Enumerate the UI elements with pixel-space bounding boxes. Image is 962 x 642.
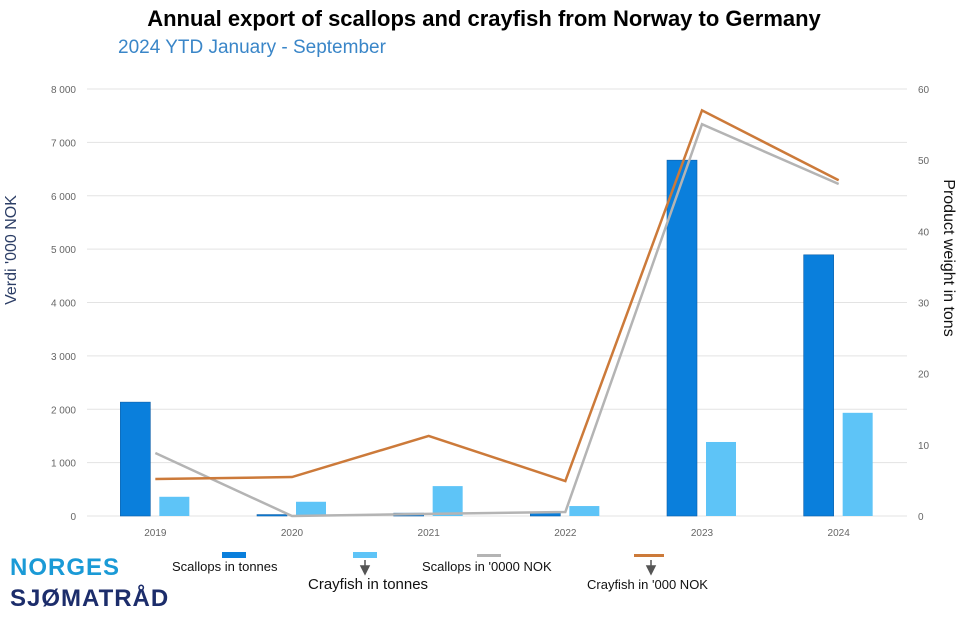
y-left-axis-label: Verdi '000 NOK <box>3 195 20 305</box>
bar-crayfish-tonnes <box>842 412 873 516</box>
y-left-tick-label: 6 000 <box>51 192 76 203</box>
x-tick-label: 2019 <box>144 528 167 539</box>
y-right-tick-label: 50 <box>918 156 930 167</box>
y-right-tick-label: 40 <box>918 227 930 238</box>
legend-crayfish-tonnes: Crayfish in tonnes <box>308 576 429 593</box>
y-right-axis-label: Product weight in tons <box>940 179 957 336</box>
legend-swatch-scallops-nok <box>477 554 501 557</box>
bar-crayfish-tonnes <box>569 506 600 516</box>
y-right-tick-label: 20 <box>918 370 930 381</box>
y-left-tick-label: 3 000 <box>51 352 76 363</box>
legend-scallops-tonnes: Scallops in tonnes <box>172 559 278 574</box>
bar-scallops-tonnes <box>256 514 288 517</box>
legend-scallops-nok: Scallops in '0000 NOK <box>422 559 552 574</box>
y-left-tick-label: 1 000 <box>51 459 76 470</box>
y-left-tick-label: 7 000 <box>51 138 76 149</box>
y-left-tick-label: 8 000 <box>51 85 76 96</box>
legend-swatch-scallops-tonnes <box>222 552 246 558</box>
y-right-tick-label: 10 <box>918 441 930 452</box>
x-tick-label: 2024 <box>828 528 851 539</box>
y-right-tick-label: 60 <box>918 85 930 96</box>
line-scallops-nok <box>154 122 840 518</box>
chart-title: Annual export of scallops and crayfish f… <box>147 6 821 31</box>
bar-crayfish-tonnes <box>432 486 463 516</box>
x-tick-label: 2023 <box>691 528 714 539</box>
arrow-down-icon <box>359 560 371 576</box>
x-tick-label: 2021 <box>418 528 441 539</box>
legend-swatch-crayfish-tonnes <box>353 552 377 558</box>
y-left-tick-label: 4 000 <box>51 299 76 310</box>
bar-scallops-tonnes <box>666 159 698 517</box>
y-right-tick-label: 0 <box>918 512 924 523</box>
line-crayfish-nok <box>155 108 840 483</box>
logo-line2: SJØMATRÅD <box>10 585 170 612</box>
y-left-tick-label: 2 000 <box>51 405 76 416</box>
bar-crayfish-tonnes <box>159 496 190 516</box>
bar-crayfish-tonnes <box>706 441 736 516</box>
y-right-tick-label: 30 <box>918 299 930 310</box>
arrow-down-icon <box>645 560 657 576</box>
y-left-tick-label: 5 000 <box>51 245 76 256</box>
legend-swatch-crayfish-nok <box>634 554 664 557</box>
bar-scallops-tonnes <box>120 401 151 517</box>
x-tick-label: 2020 <box>281 528 304 539</box>
x-tick-label: 2022 <box>554 528 577 539</box>
legend-crayfish-nok: Crayfish in '000 NOK <box>587 577 708 592</box>
bar-scallops-tonnes <box>803 254 834 517</box>
logo-line1: NORGES <box>10 554 121 581</box>
bar-crayfish-tonnes <box>296 501 326 516</box>
chart-subtitle: 2024 YTD January - September <box>118 37 386 58</box>
y-left-tick-label: 0 <box>70 512 76 523</box>
